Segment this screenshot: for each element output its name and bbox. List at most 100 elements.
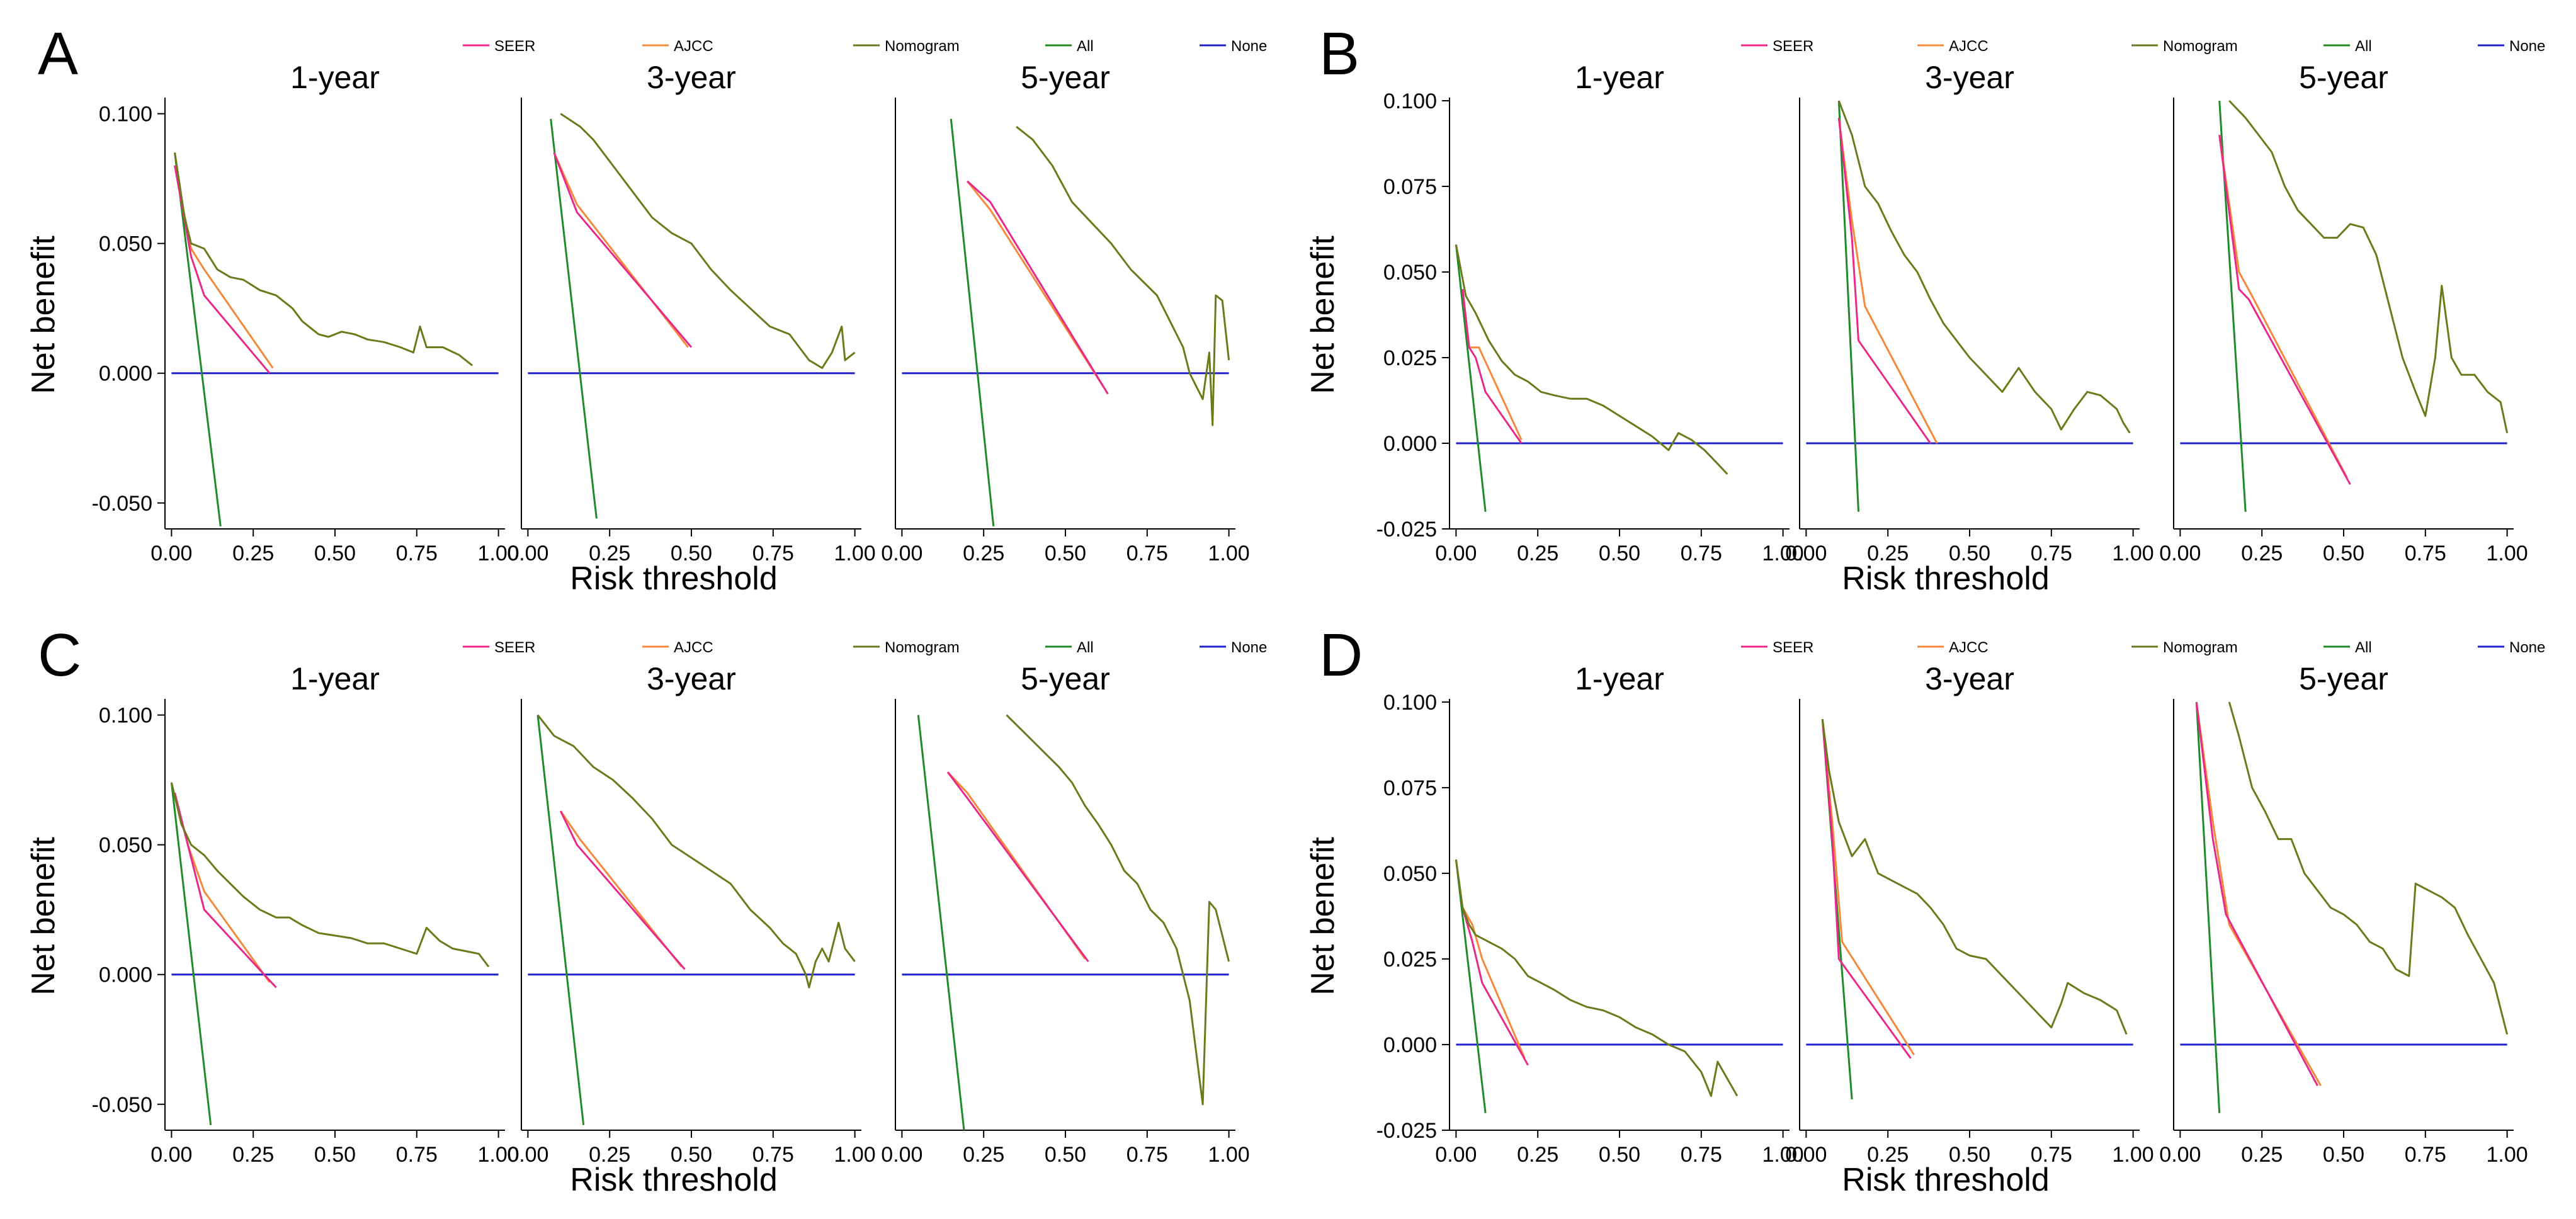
y-tick-label: 0.000: [1383, 432, 1437, 456]
legend-label-seer: SEER: [1773, 639, 1813, 656]
x-tick-label: 0.75: [2031, 1143, 2072, 1167]
legend-label-ajcc: AJCC: [674, 38, 713, 55]
facet-title: 3-year: [1925, 661, 2014, 696]
facet-title: 1-year: [1575, 60, 1664, 95]
y-tick-label: -0.025: [1376, 1119, 1437, 1143]
legend-label-none: None: [2509, 38, 2545, 55]
y-tick-label: -0.050: [92, 492, 152, 516]
y-tick-label: 0.075: [1383, 776, 1437, 800]
y-axis-title: Net benefit: [25, 837, 62, 995]
series-line-ajcc: [1461, 907, 1526, 1059]
y-tick-label: 0.000: [1383, 1033, 1437, 1057]
x-axis-title: Risk threshold: [1842, 1162, 2049, 1198]
series-line-seer: [1821, 719, 1912, 1059]
series-line-all: [170, 782, 212, 1125]
series-line-seer: [559, 810, 686, 970]
legend-label-nomogram: Nomogram: [2163, 38, 2238, 55]
facet-3-year: 3-year 0.00 0.25 0.50 0.75 1.00: [507, 661, 875, 1167]
series-line-nomogram: [2228, 99, 2509, 434]
facet-title: 3-year: [647, 661, 736, 696]
legend-label-none: None: [1231, 639, 1267, 656]
series-line-all: [2195, 701, 2221, 1113]
x-tick-label: 0.25: [2241, 1143, 2283, 1167]
x-tick-label: 0.25: [1867, 541, 1909, 565]
x-tick-label: 0.50: [2323, 541, 2364, 565]
facet-title: 3-year: [1925, 60, 2014, 95]
x-tick-label: 0.50: [314, 541, 356, 565]
series-line-all: [536, 715, 585, 1125]
series-line-nomogram: [2228, 701, 2509, 1035]
series-line-nomogram: [1455, 244, 1728, 475]
facet-title: 1-year: [1575, 661, 1664, 696]
y-tick-label: 0.100: [99, 704, 152, 728]
x-axis-title: Risk threshold: [570, 560, 777, 597]
facet-3-year: 3-year 0.00 0.25 0.50 0.75 1.00: [507, 60, 875, 565]
y-tick-label: 0.100: [99, 103, 152, 127]
facet-title: 1-year: [290, 661, 380, 696]
x-tick-label: 1.00: [834, 1143, 876, 1167]
x-tick-label: 0.00: [150, 541, 192, 565]
x-tick-label: 1.00: [1208, 1143, 1250, 1167]
x-tick-label: 0.50: [671, 1143, 712, 1167]
legend-label-ajcc: AJCC: [1949, 38, 1989, 55]
x-tick-label: 0.25: [963, 541, 1004, 565]
x-tick-label: 0.75: [1126, 1143, 1168, 1167]
x-tick-label: 0.50: [1949, 1143, 1990, 1167]
legend-label-nomogram: Nomogram: [2163, 639, 2238, 656]
legend-label-all: All: [1077, 38, 1094, 55]
legend-label-all: All: [1077, 639, 1094, 656]
facet-1-year: 1-year 0.00 0.25 0.50 0.75 1.00: [1435, 661, 1803, 1167]
x-tick-label: 0.00: [881, 1143, 922, 1167]
x-tick-label: 0.25: [589, 1143, 630, 1167]
series-line-all: [1837, 100, 1859, 512]
series-line-ajcc: [2218, 135, 2348, 479]
x-tick-label: 0.50: [314, 1143, 356, 1167]
series-line-nomogram: [1006, 714, 1230, 1106]
y-tick-label: 0.100: [1383, 89, 1437, 113]
x-axis-title: Risk threshold: [570, 1162, 777, 1198]
y-tick-label: -0.050: [92, 1093, 152, 1117]
y-tick-label: 0.000: [99, 963, 152, 987]
x-tick-label: 0.50: [1599, 541, 1640, 565]
x-tick-label: 0.00: [1435, 1143, 1477, 1167]
y-tick-label: 0.050: [1383, 261, 1437, 285]
y-tick-label: 0.000: [99, 362, 152, 386]
x-tick-label: 0.25: [2241, 541, 2283, 565]
panel-letter: D: [1319, 621, 1363, 689]
x-tick-label: 0.75: [1681, 1143, 1722, 1167]
facet-1-year: 1-year 0.00 0.25 0.50 0.75 1.00: [150, 661, 519, 1167]
x-tick-label: 0.50: [1949, 541, 1990, 565]
panel-D: D SEER AJCC Nomogram All None 0.100 0.075 0.050 0…: [1305, 621, 2545, 1198]
facet-1-year: 1-year 0.00 0.25 0.50 0.75 1.00: [150, 60, 519, 565]
panel-C: C SEER AJCC Nomogram All None 0.100 0.050 0.000 -…: [25, 621, 1267, 1198]
series-line-seer: [174, 792, 277, 989]
series-line-nomogram: [1455, 859, 1739, 1097]
facet-5-year: 5-year 0.00 0.25 0.50 0.75 1.00: [2159, 60, 2528, 565]
y-tick-label: 0.025: [1383, 346, 1437, 370]
legend-label-seer: SEER: [1773, 38, 1813, 55]
facet-5-year: 5-year 0.00 0.25 0.50 0.75 1.00: [881, 661, 1249, 1167]
legend-label-ajcc: AJCC: [1949, 639, 1989, 656]
facet-3-year: 3-year 0.00 0.25 0.50 0.75 1.00: [1785, 661, 2153, 1167]
panel-A: A SEER AJCC Nomogram All None 0.100 0.050 0.000 -…: [25, 20, 1267, 597]
legend-label-ajcc: AJCC: [674, 639, 713, 656]
x-tick-label: 0.25: [232, 541, 274, 565]
series-line-seer: [967, 180, 1109, 395]
x-tick-label: 0.00: [150, 1143, 192, 1167]
series-line-nomogram: [1016, 126, 1230, 426]
y-axis-title: Net benefit: [1305, 235, 1341, 394]
x-tick-label: 1.00: [2487, 1143, 2528, 1167]
series-line-all: [174, 152, 222, 527]
series-line-all: [1455, 244, 1487, 512]
legend-label-seer: SEER: [494, 38, 535, 55]
x-tick-label: 0.00: [1785, 1143, 1827, 1167]
series-line-seer: [1837, 118, 1931, 444]
x-tick-label: 0.50: [2323, 1143, 2364, 1167]
x-tick-label: 1.00: [2113, 1143, 2154, 1167]
series-line-nomogram: [170, 782, 490, 968]
series-line-nomogram: [174, 152, 474, 366]
legend-label-nomogram: Nomogram: [885, 38, 960, 55]
x-tick-label: 0.00: [881, 541, 922, 565]
y-tick-label: 0.050: [99, 232, 152, 256]
y-axis-title: Net benefit: [1305, 837, 1341, 995]
